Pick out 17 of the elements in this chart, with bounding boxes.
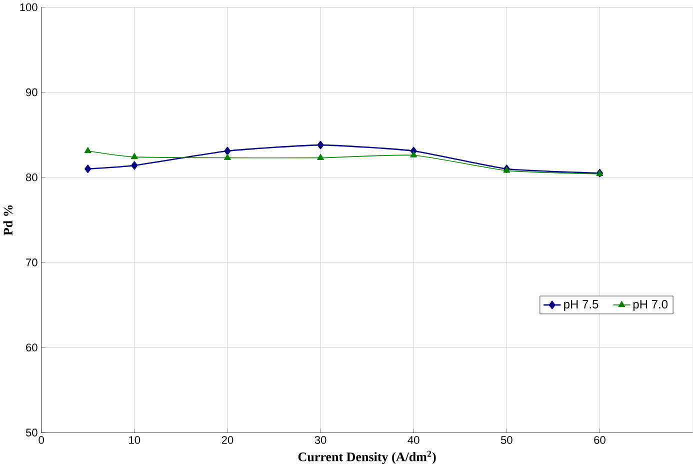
x-tick-label: 60 [594, 436, 606, 444]
x-tick-label: 0 [38, 436, 44, 444]
x-tick-label: 30 [314, 436, 326, 444]
legend-label: pH 7.0 [633, 300, 668, 311]
legend-label: pH 7.5 [564, 300, 598, 311]
y-tick-label: 50 [26, 428, 38, 436]
x-tick-label: 10 [129, 436, 140, 444]
x-tick-label: 40 [408, 436, 420, 444]
x-tick-label: 50 [500, 436, 512, 444]
y-tick-label: 70 [26, 258, 38, 266]
x-axis-title: Current Density (A/dm$^{2}$) [298, 450, 436, 464]
y-axis-title: Pd % [3, 205, 13, 236]
y-tick-label: 60 [26, 343, 38, 352]
y-tick-label: 90 [26, 88, 38, 96]
y-tick-label: 80 [26, 173, 38, 182]
x-tick-label: 20 [222, 436, 234, 444]
y-tick-label: 100 [20, 3, 38, 11]
